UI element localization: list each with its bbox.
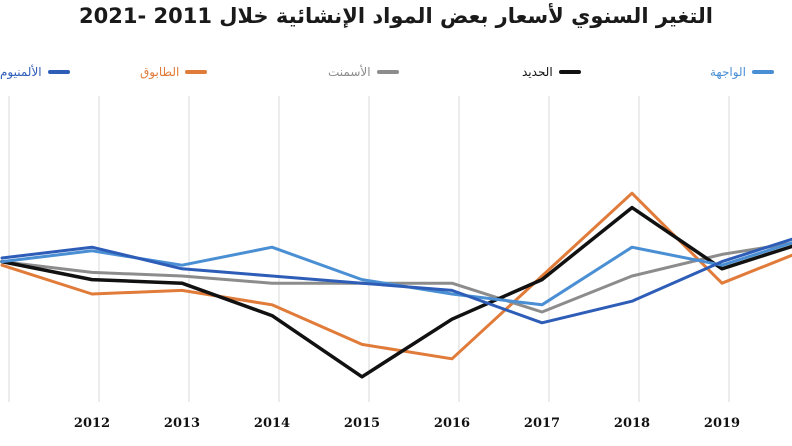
data-point bbox=[180, 289, 184, 292]
x-tick-label: 2019 bbox=[704, 416, 740, 431]
data-point bbox=[630, 246, 634, 249]
data-point bbox=[360, 282, 364, 285]
legend-swatch bbox=[185, 70, 208, 74]
series-line-2 bbox=[0, 205, 792, 379]
legend-item-series-3: الواجهة bbox=[710, 58, 774, 86]
legend-item-series-0: الطابوق bbox=[140, 58, 208, 86]
series-line-3 bbox=[0, 241, 792, 307]
legend-label: الطابوق bbox=[140, 65, 180, 79]
legend-label: الواجهة bbox=[710, 65, 746, 79]
data-point bbox=[540, 321, 544, 324]
legend-label: الحديد bbox=[522, 65, 553, 79]
series-line-4 bbox=[0, 237, 792, 325]
data-point bbox=[630, 192, 634, 195]
data-point bbox=[0, 256, 4, 260]
legend-label: الألمنيوم bbox=[0, 65, 42, 79]
series-line-1 bbox=[0, 241, 792, 314]
data-point bbox=[540, 303, 544, 306]
series-line-0 bbox=[0, 191, 792, 361]
legend-swatch bbox=[47, 70, 70, 74]
data-point bbox=[630, 300, 634, 303]
data-point bbox=[720, 282, 724, 285]
data-point bbox=[450, 318, 454, 321]
legend: الألمنيوم الطابوق الأسمنت الحديد الواجهة bbox=[0, 58, 792, 86]
data-point bbox=[630, 274, 634, 278]
legend-swatch bbox=[751, 70, 774, 74]
data-point bbox=[180, 282, 184, 285]
data-point bbox=[0, 264, 4, 267]
data-point bbox=[90, 246, 94, 249]
x-tick-label: 2015 bbox=[344, 416, 380, 431]
data-point bbox=[720, 267, 724, 270]
data-point bbox=[540, 278, 544, 281]
data-point bbox=[360, 375, 364, 378]
data-point bbox=[450, 292, 454, 296]
x-tick-label: 2017 bbox=[524, 416, 560, 431]
x-tick-label: 2018 bbox=[614, 416, 650, 431]
data-point bbox=[180, 264, 184, 267]
data-point bbox=[270, 246, 274, 249]
data-point bbox=[0, 260, 4, 263]
x-tick-label: 2016 bbox=[434, 416, 470, 431]
data-point bbox=[630, 206, 634, 209]
data-point bbox=[270, 282, 274, 285]
data-point bbox=[180, 267, 184, 270]
data-point bbox=[450, 357, 454, 360]
legend-item-series-2: الحديد bbox=[522, 58, 581, 86]
data-point bbox=[90, 278, 94, 281]
data-point bbox=[720, 264, 724, 267]
data-point bbox=[270, 314, 274, 317]
data-point bbox=[450, 282, 454, 285]
data-point bbox=[90, 292, 94, 296]
data-point bbox=[540, 310, 544, 314]
data-point bbox=[90, 271, 94, 274]
data-point bbox=[360, 343, 364, 346]
data-point bbox=[180, 274, 184, 278]
legend-label: الأسمنت bbox=[328, 65, 371, 79]
data-point bbox=[720, 253, 724, 256]
data-point bbox=[720, 260, 724, 263]
data-point bbox=[540, 274, 544, 278]
data-point bbox=[270, 274, 274, 278]
data-point bbox=[360, 278, 364, 281]
data-point bbox=[270, 303, 274, 306]
legend-item-series-1: الأسمنت bbox=[328, 58, 399, 86]
x-tick-label: 2013 bbox=[164, 416, 200, 431]
legend-item-series-4: الألمنيوم bbox=[0, 58, 70, 86]
x-tick-label: 2012 bbox=[74, 416, 110, 431]
chart-title: التغير السنوي لأسعار بعض المواد الإنشائي… bbox=[79, 4, 713, 28]
data-point bbox=[90, 249, 94, 252]
data-point bbox=[450, 289, 454, 292]
legend-swatch bbox=[376, 70, 399, 74]
legend-swatch bbox=[558, 70, 581, 74]
x-tick-label: 2014 bbox=[254, 416, 290, 431]
